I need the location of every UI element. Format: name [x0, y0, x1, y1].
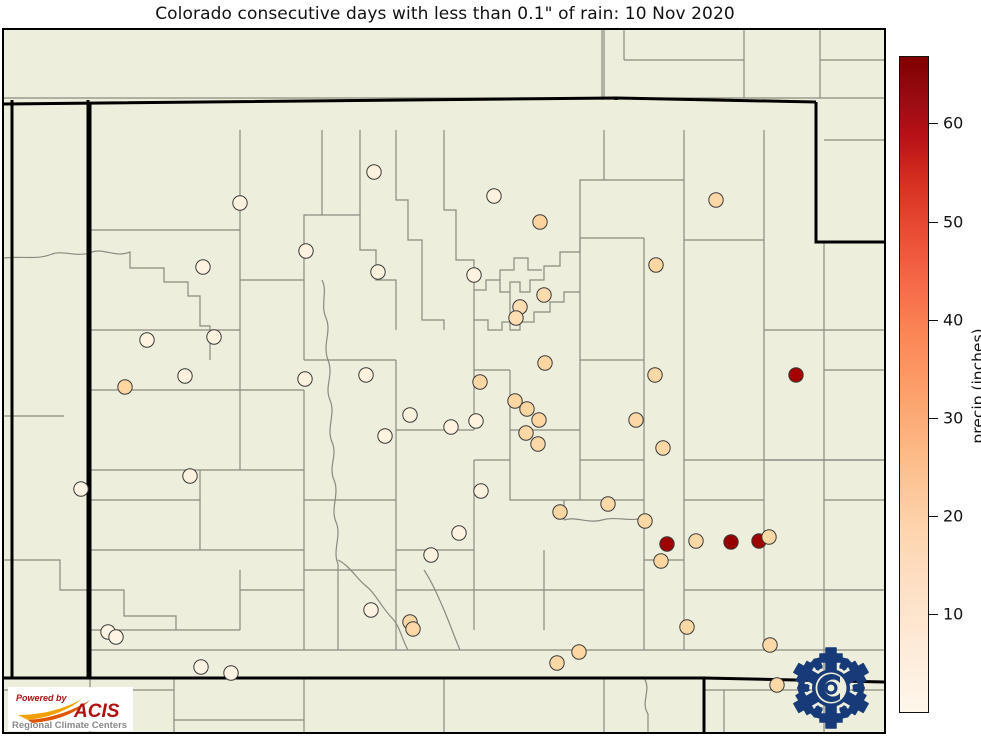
station-marker[interactable] [508, 310, 524, 326]
map-layers [4, 30, 884, 732]
page-title: Colorado consecutive days with less than… [155, 4, 735, 24]
snowflake-icon [785, 647, 877, 729]
station-markers[interactable] [73, 164, 804, 693]
station-marker[interactable] [549, 655, 565, 671]
station-marker[interactable] [466, 267, 482, 283]
station-marker[interactable] [762, 637, 778, 653]
acis-tagline: Regional Climate Centers [12, 720, 127, 731]
station-marker[interactable] [117, 379, 133, 395]
acis-brand: ACIS [73, 701, 120, 722]
county-boundaries [4, 30, 884, 732]
station-marker[interactable] [139, 332, 155, 348]
colorbar-tick-mark [929, 418, 938, 419]
station-marker[interactable] [519, 401, 535, 417]
station-marker[interactable] [405, 621, 421, 637]
station-marker[interactable] [531, 412, 547, 428]
station-marker[interactable] [366, 164, 382, 180]
station-marker[interactable] [377, 428, 393, 444]
acis-logo: Powered by ACIS Regional Climate Centers [8, 687, 133, 731]
colorbar-tick-mark [929, 516, 938, 517]
station-marker[interactable] [655, 440, 671, 456]
station-marker[interactable] [532, 214, 548, 230]
station-marker[interactable] [486, 188, 502, 204]
colorbar-tick-label: 60 [943, 113, 964, 133]
colorbar-tick-label: 10 [943, 604, 964, 624]
station-marker[interactable] [571, 644, 587, 660]
acis-powered-by: Powered by [16, 693, 68, 703]
station-marker[interactable] [647, 367, 663, 383]
station-marker[interactable] [637, 513, 653, 529]
station-marker[interactable] [628, 412, 644, 428]
station-marker[interactable] [73, 481, 89, 497]
station-marker[interactable] [177, 368, 193, 384]
station-marker[interactable] [370, 264, 386, 280]
station-marker[interactable] [688, 533, 704, 549]
station-marker[interactable] [363, 602, 379, 618]
station-marker[interactable] [298, 243, 314, 259]
colorbar-tick-label: 20 [943, 506, 964, 526]
station-marker[interactable] [507, 393, 523, 409]
station-marker[interactable] [358, 367, 374, 383]
station-marker[interactable] [297, 371, 313, 387]
station-marker[interactable] [537, 355, 553, 371]
colorbar-axis-label: precip (inches) [969, 328, 981, 444]
station-marker[interactable] [518, 425, 534, 441]
station-marker[interactable] [708, 192, 724, 208]
station-marker[interactable] [193, 659, 209, 675]
station-marker[interactable] [723, 534, 739, 550]
station-marker[interactable] [223, 665, 239, 681]
station-marker[interactable] [195, 259, 211, 275]
station-marker[interactable] [451, 525, 467, 541]
colorbar-tick-mark [929, 123, 938, 124]
acis-swoosh-shadow-icon [28, 700, 90, 723]
map-canvas[interactable] [2, 28, 886, 734]
colorbar-tick-mark [929, 614, 938, 615]
station-marker[interactable] [659, 536, 675, 552]
station-marker[interactable] [423, 547, 439, 563]
station-marker[interactable] [206, 329, 222, 345]
station-marker[interactable] [653, 553, 669, 569]
colorbar-tick-mark [929, 222, 938, 223]
station-marker[interactable] [600, 496, 616, 512]
station-marker[interactable] [552, 504, 568, 520]
station-marker[interactable] [769, 677, 785, 693]
colorbar: 60 50 40 30 20 10 precip (inches) [899, 56, 981, 716]
acis-logo-art: Powered by ACIS Regional Climate Centers [8, 687, 133, 731]
acis-swoosh-icon [18, 699, 82, 720]
station-marker[interactable] [232, 195, 248, 211]
colorbar-tick-mark [929, 320, 938, 321]
station-marker[interactable] [761, 529, 777, 545]
station-marker[interactable] [402, 407, 418, 423]
station-marker[interactable] [530, 436, 546, 452]
colorbar-gradient [899, 56, 929, 713]
station-marker[interactable] [788, 367, 804, 383]
station-marker[interactable] [182, 468, 198, 484]
colorbar-tick-label: 30 [943, 408, 964, 428]
station-marker[interactable] [443, 419, 459, 435]
station-marker[interactable] [108, 629, 124, 645]
station-marker[interactable] [473, 483, 489, 499]
colorbar-tick-label: 50 [943, 212, 964, 232]
colorbar-tick-label: 40 [943, 310, 964, 330]
station-marker[interactable] [648, 257, 664, 273]
station-marker[interactable] [472, 374, 488, 390]
colorado-climate-center-logo [785, 645, 877, 731]
state-boundaries [4, 96, 884, 732]
station-marker[interactable] [468, 413, 484, 429]
station-marker[interactable] [679, 619, 695, 635]
station-marker[interactable] [536, 287, 552, 303]
